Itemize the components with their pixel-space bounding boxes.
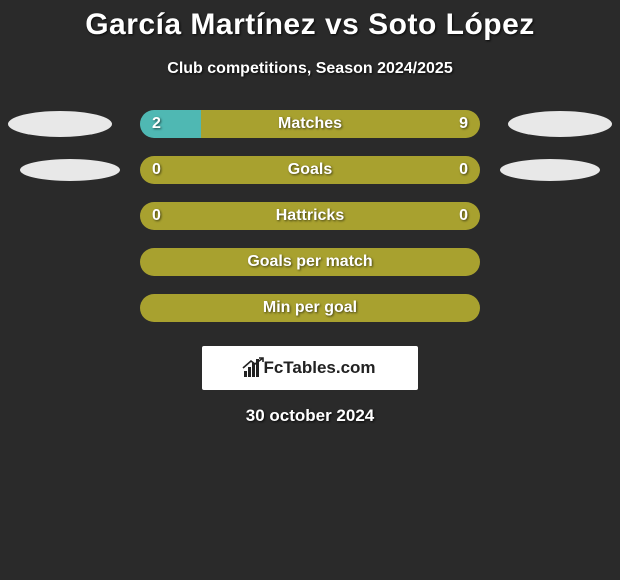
chart-icon bbox=[244, 359, 259, 377]
stat-value-left: 2 bbox=[152, 115, 161, 133]
stat-bar: Min per goal bbox=[140, 294, 480, 322]
stat-bar: 2 Matches 9 bbox=[140, 110, 480, 138]
stat-label: Min per goal bbox=[263, 299, 357, 317]
stat-value-right: 0 bbox=[459, 161, 468, 179]
stat-bar: 0 Hattricks 0 bbox=[140, 202, 480, 230]
stat-row: 0 Hattricks 0 bbox=[0, 202, 620, 230]
stat-rows: 2 Matches 9 0 Goals 0 0 Hattricks 0 Goals per mat… bbox=[0, 110, 620, 322]
stat-label: Hattricks bbox=[276, 207, 344, 225]
stat-row: 0 Goals 0 bbox=[0, 156, 620, 184]
comparison-container: García Martínez vs Soto López Club compe… bbox=[0, 0, 620, 426]
date-label: 30 october 2024 bbox=[0, 406, 620, 426]
stat-bar: Goals per match bbox=[140, 248, 480, 276]
stat-label: Goals per match bbox=[247, 253, 372, 271]
subtitle: Club competitions, Season 2024/2025 bbox=[0, 60, 620, 78]
arrow-icon bbox=[242, 357, 264, 369]
player-marker-right bbox=[500, 159, 600, 181]
stat-value-left: 0 bbox=[152, 207, 161, 225]
logo-box: FcTables.com bbox=[202, 346, 418, 390]
stat-value-right: 9 bbox=[459, 115, 468, 133]
logo-text: FcTables.com bbox=[263, 358, 375, 378]
player-marker-right bbox=[508, 111, 612, 137]
page-title: García Martínez vs Soto López bbox=[0, 8, 620, 42]
stat-row: Min per goal bbox=[0, 294, 620, 322]
player-marker-left bbox=[8, 111, 112, 137]
stat-row: 2 Matches 9 bbox=[0, 110, 620, 138]
stat-value-left: 0 bbox=[152, 161, 161, 179]
stat-value-right: 0 bbox=[459, 207, 468, 225]
stat-label: Matches bbox=[278, 115, 342, 133]
stat-row: Goals per match bbox=[0, 248, 620, 276]
stat-bar: 0 Goals 0 bbox=[140, 156, 480, 184]
stat-label: Goals bbox=[288, 161, 332, 179]
player-marker-left bbox=[20, 159, 120, 181]
